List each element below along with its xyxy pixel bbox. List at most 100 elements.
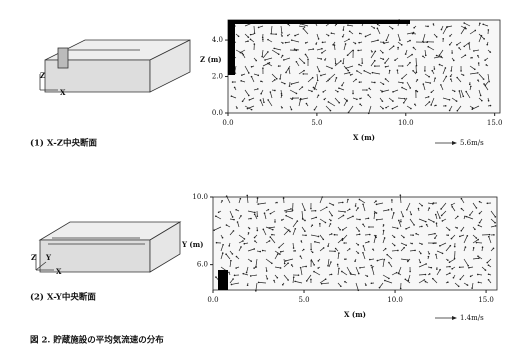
flow-arrow-head xyxy=(448,229,451,231)
flow-arrow-head xyxy=(446,259,449,261)
flow-arrow-head xyxy=(487,273,490,276)
flow-arrow-head xyxy=(494,225,497,227)
flow-arrow-head xyxy=(321,196,324,198)
flow-arrow-head xyxy=(304,42,307,44)
flow-arrow xyxy=(381,89,390,93)
flow-arrow xyxy=(400,242,407,246)
flow-arrow-head xyxy=(475,241,478,244)
flow-arrow xyxy=(376,218,384,221)
flow-arrow-head xyxy=(316,79,319,82)
flow-arrow-head xyxy=(404,53,407,55)
flow-arrow-head xyxy=(296,220,299,222)
flow-arrow-head xyxy=(347,111,350,114)
flow-arrow-head xyxy=(321,41,324,44)
flow-arrow xyxy=(430,97,435,106)
flow-arrow-head xyxy=(392,100,394,102)
flow-arrow-head xyxy=(423,279,426,281)
flow-arrow-head xyxy=(391,107,394,110)
flow-arrow xyxy=(464,41,471,47)
flow-arrow xyxy=(457,105,462,111)
flow-arrow-head xyxy=(487,100,490,102)
flow-arrow-head xyxy=(393,244,396,247)
flow-arrow xyxy=(478,89,481,96)
flow-arrow xyxy=(451,97,457,102)
flow-arrow-head xyxy=(392,45,395,47)
flow-arrow-head xyxy=(279,78,281,80)
flow-arrow xyxy=(427,233,436,236)
flow-arrow xyxy=(397,33,401,41)
flow-arrow xyxy=(442,76,447,83)
flow-arrow xyxy=(388,97,394,102)
flow-arrow-head xyxy=(317,235,320,238)
flow-arrow-head xyxy=(371,266,373,269)
flow-arrow-head xyxy=(416,79,419,81)
flow-arrow-head xyxy=(358,230,360,232)
flow-arrow xyxy=(427,202,433,205)
flow-arrow xyxy=(337,238,343,244)
flow-arrow-head xyxy=(230,259,232,262)
flow-arrow xyxy=(384,57,390,64)
flow-arrow-head xyxy=(247,72,250,74)
flow-arrow-head xyxy=(313,108,316,111)
flow-arrow-head xyxy=(432,202,435,204)
flow-arrow-head xyxy=(440,208,442,210)
flow-arrow-head xyxy=(471,108,474,110)
flow-arrow xyxy=(350,273,357,276)
flow-arrow xyxy=(328,261,332,268)
flow-arrow-head xyxy=(397,249,399,252)
flow-arrow-head xyxy=(257,281,260,284)
flow-arrow-head xyxy=(235,267,237,269)
flow-arrow-head xyxy=(413,224,415,226)
flow-arrow xyxy=(261,49,264,57)
flow-arrow-head xyxy=(277,53,280,56)
flow-arrow-head xyxy=(344,280,346,283)
flow-arrow xyxy=(400,210,404,217)
flow-arrow xyxy=(255,282,258,291)
flow-arrow xyxy=(463,258,469,266)
flow-arrow xyxy=(449,258,456,263)
flow-arrow xyxy=(289,89,297,94)
flow-arrow-head xyxy=(477,281,480,284)
flow-arrow-head xyxy=(366,275,369,278)
flow-arrow xyxy=(472,105,480,110)
flow-arrow-head xyxy=(271,262,273,265)
flow-arrow xyxy=(399,195,402,204)
flow-arrow-head xyxy=(372,248,374,251)
inlet-block xyxy=(228,20,235,75)
scale-arrow-head xyxy=(452,316,457,320)
flow-arrow-head xyxy=(471,287,473,289)
flow-arrow-head xyxy=(265,270,268,272)
flow-arrow-head xyxy=(267,99,269,101)
flow-arrow-head xyxy=(357,49,359,52)
flow-arrow xyxy=(229,230,234,236)
flow-arrow-head xyxy=(482,23,484,26)
scale-label: 5.6m/s xyxy=(460,139,484,147)
flow-arrow-head xyxy=(274,79,276,81)
flow-arrow-head xyxy=(477,79,479,82)
flow-arrow-head xyxy=(434,77,436,79)
flow-arrow-head xyxy=(474,228,476,231)
flow-arrow-head xyxy=(346,99,348,102)
flow-arrow-head xyxy=(253,43,256,45)
flow-arrow-head xyxy=(488,233,491,236)
flow-arrow xyxy=(343,100,348,107)
flow-arrow xyxy=(463,235,468,244)
flow-arrow-head xyxy=(330,273,333,276)
flow-arrow-head xyxy=(370,282,373,285)
flow-arrow-head xyxy=(441,252,444,255)
flow-arrow-head xyxy=(468,43,470,45)
flow-arrow-head xyxy=(241,52,244,55)
flow-arrow-head xyxy=(299,266,302,269)
x-tick-label: 10.0 xyxy=(387,296,403,304)
flow-arrow-head xyxy=(235,255,238,258)
flow-arrow-head xyxy=(225,253,227,255)
flow-arrow-head xyxy=(409,270,411,273)
flow-arrow-head xyxy=(431,69,434,72)
flow-arrow-head xyxy=(402,101,405,104)
flow-arrow xyxy=(400,258,408,261)
flow-arrow-head xyxy=(424,70,426,72)
flow-arrow xyxy=(316,73,319,81)
flow-arrow xyxy=(296,61,300,67)
flow-arrow-head xyxy=(367,240,370,243)
flow-arrow-head xyxy=(288,85,291,87)
